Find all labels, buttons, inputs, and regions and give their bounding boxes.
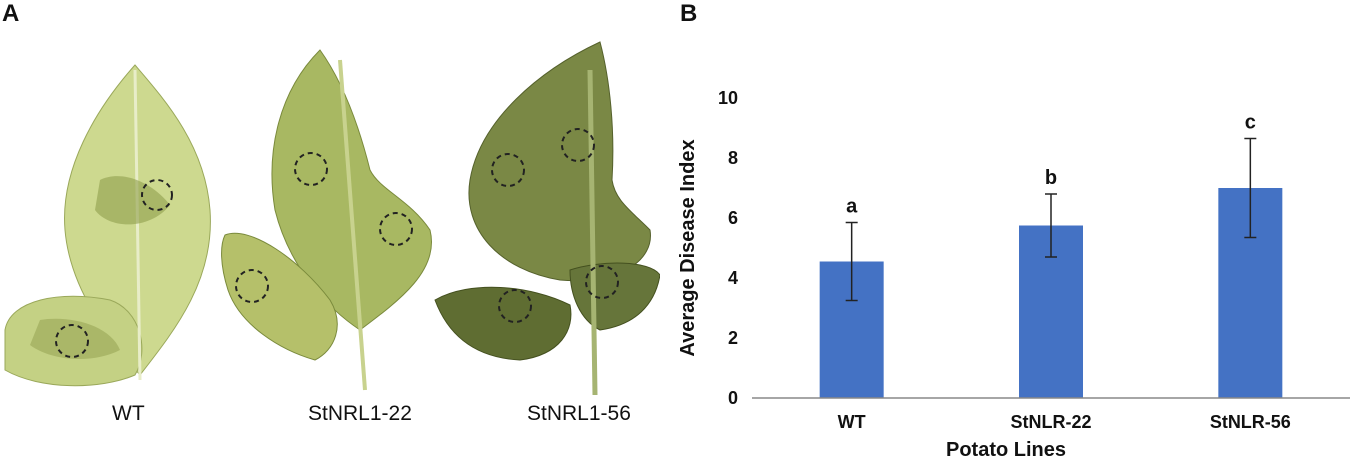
significance-label: c — [1245, 112, 1256, 134]
leaf-photographs — [4, 41, 660, 396]
panel-a-label: A — [2, 0, 20, 27]
y-tick-label: 2 — [728, 328, 738, 348]
x-axis-title: Potato Lines — [946, 439, 1066, 461]
leaf-stnrl1-22 — [221, 49, 432, 391]
x-axis-ticks: WT StNLR-22 StNLR-56 — [838, 412, 1291, 432]
leaf-caption-wt: WT — [112, 402, 145, 425]
error-bar — [1244, 137, 1257, 239]
x-tick-label: WT — [838, 412, 866, 432]
y-tick-label: 8 — [728, 148, 738, 168]
significance-label: b — [1045, 167, 1057, 189]
error-bar — [845, 221, 858, 302]
y-tick-label: 6 — [728, 208, 738, 228]
y-tick-label: 4 — [728, 268, 738, 288]
y-axis-ticks: 0 2 4 6 8 10 — [718, 88, 738, 408]
significance-labels: a b c — [846, 112, 1256, 218]
significance-label: a — [846, 196, 858, 218]
leaf-caption-stnrl1-22: StNRL1-22 — [308, 402, 412, 425]
error-bar — [1045, 193, 1057, 258]
panel-b-label: B — [680, 0, 698, 27]
y-tick-label: 10 — [718, 88, 738, 108]
leaf-caption-stnrl1-56: StNRL1-56 — [527, 402, 631, 425]
x-tick-label: StNLR-22 — [1010, 412, 1091, 432]
error-bars — [845, 137, 1257, 302]
y-axis-title: Average Disease Index — [677, 139, 699, 356]
x-tick-label: StNLR-56 — [1210, 412, 1291, 432]
leaf-stnrl1-56 — [434, 41, 660, 396]
y-tick-label: 0 — [728, 388, 738, 408]
leaf-wt — [4, 64, 211, 387]
bar-chart: 0 2 4 6 8 10 a b c WT StNLR-22 StNLR-56 Potato Li… — [677, 88, 1350, 461]
